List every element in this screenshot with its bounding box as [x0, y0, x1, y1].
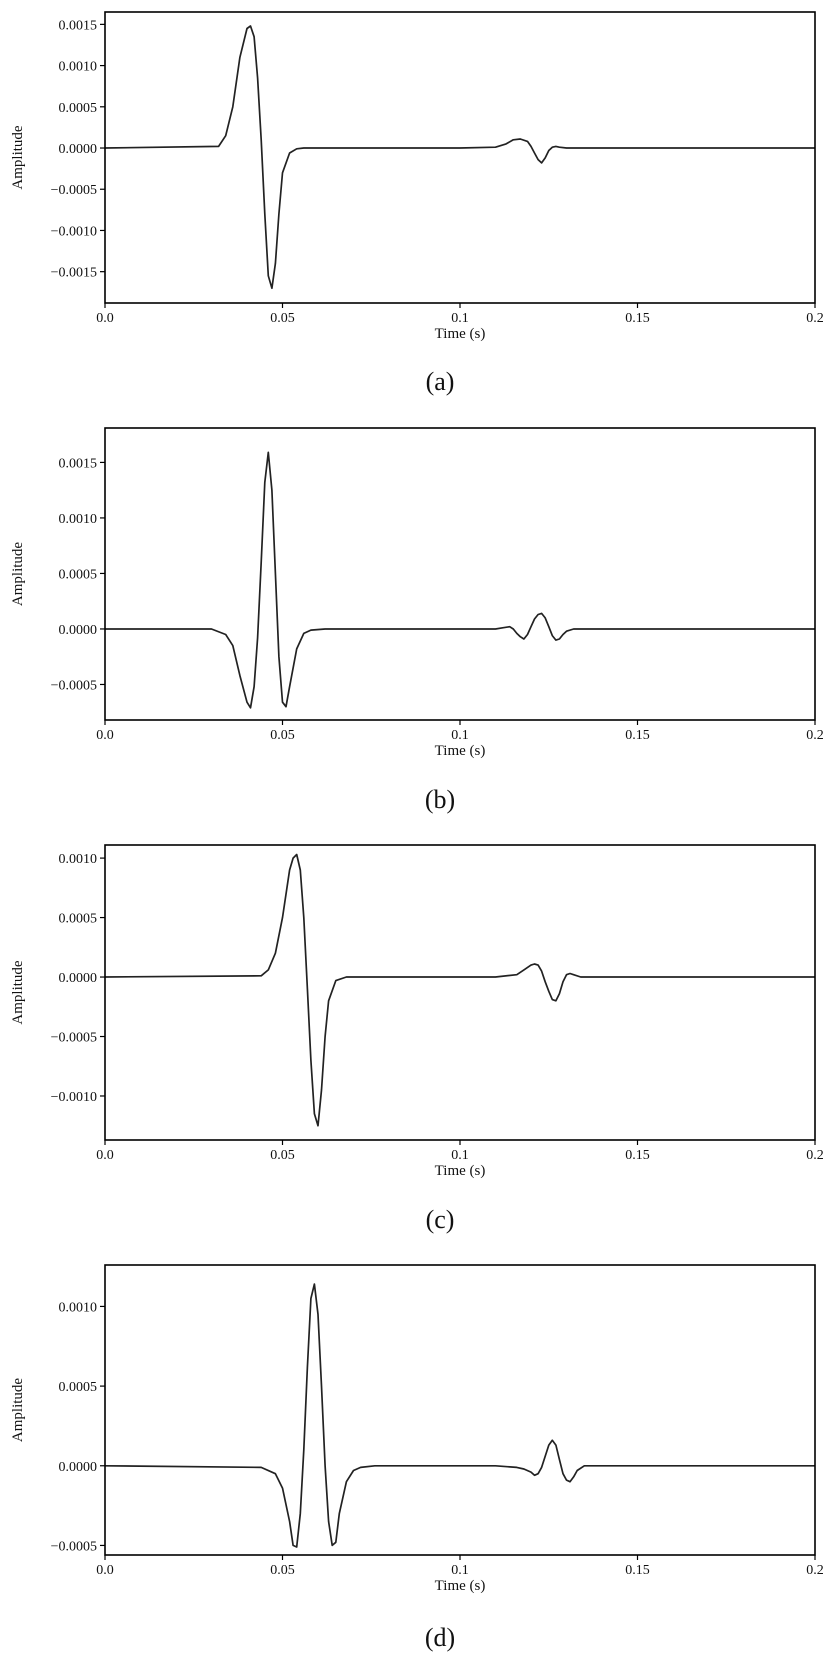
plot-frame — [104, 844, 816, 1141]
y-tick-label: 0.0000 — [59, 142, 98, 157]
panel-caption: (d) — [425, 1623, 455, 1652]
y-tick-label: 0.0010 — [59, 1300, 98, 1315]
x-tick-label: 0.0 — [96, 728, 114, 743]
y-axis-label: Amplitude — [10, 1378, 26, 1443]
panel-caption: (a) — [426, 367, 455, 396]
y-tick-label: −0.0010 — [51, 1090, 97, 1105]
y-tick-label: 0.0015 — [59, 18, 98, 33]
x-axis-label: Time (s) — [435, 743, 486, 759]
x-tick-label: 0.2 — [806, 728, 824, 743]
x-axis-label: Time (s) — [435, 1163, 486, 1179]
y-axis-label: Amplitude — [10, 542, 26, 607]
y-axis-label: Amplitude — [10, 125, 26, 190]
plot-frame — [104, 1264, 816, 1556]
x-axis-label: Time (s) — [435, 326, 486, 342]
x-tick-label: 0.15 — [625, 728, 650, 743]
x-tick-label: 0.1 — [451, 311, 469, 326]
y-tick-label: 0.0005 — [59, 567, 98, 582]
x-tick-label: 0.2 — [806, 1563, 824, 1578]
y-tick-label: 0.0005 — [59, 101, 98, 116]
y-tick-label: 0.0010 — [59, 852, 98, 867]
x-tick-label: 0.0 — [96, 1148, 114, 1163]
x-tick-label: 0.05 — [270, 1563, 295, 1578]
chart-panel-2: 0.0 0.05 0.1 0.15 0.2 0.0015 0.0010 0.0005 0.000… — [10, 427, 824, 814]
x-tick-label: 0.1 — [451, 1563, 469, 1578]
waveform-line — [105, 451, 815, 709]
x-tick-label: 0.05 — [270, 728, 295, 743]
y-tick-label: 0.0005 — [59, 912, 98, 927]
chart-panel-3: 0.0 0.05 0.1 0.15 0.2 0.0010 0.0005 0.0000 −0.00… — [10, 844, 824, 1234]
x-tick-label: 0.15 — [625, 1563, 650, 1578]
waveform-line — [104, 853, 815, 1127]
x-tick-label: 0.05 — [270, 1148, 295, 1163]
x-tick-label: 0.1 — [451, 728, 469, 743]
waveform-line — [104, 25, 815, 290]
y-tick-label: 0.0005 — [59, 1380, 98, 1395]
y-tick-label: −0.0005 — [51, 183, 97, 198]
y-axis-label: Amplitude — [10, 960, 26, 1025]
plot-frame — [104, 11, 816, 304]
x-tick-label: 0.0 — [96, 1563, 114, 1578]
x-axis-label: Time (s) — [435, 1578, 486, 1594]
panel-caption: (b) — [425, 785, 455, 814]
y-tick-label: −0.0005 — [51, 1539, 97, 1554]
y-tick-label: 0.0010 — [59, 60, 98, 75]
x-tick-label: 0.2 — [806, 1148, 824, 1163]
y-tick-label: −0.0005 — [51, 678, 97, 693]
y-tick-label: −0.0010 — [51, 224, 97, 239]
x-tick-label: 0.1 — [451, 1148, 469, 1163]
chart-panel-4: 0.0 0.05 0.1 0.15 0.2 0.0010 0.0005 0.0000 −0.00… — [10, 1264, 824, 1652]
chart-panel-1: 0.0 0.05 0.1 0.15 0.2 0.0015 0.0010 0.0005 0.000… — [10, 11, 824, 396]
y-tick-label: 0.0015 — [59, 456, 98, 471]
plot-frame — [104, 427, 816, 721]
y-tick-label: 0.0010 — [59, 512, 98, 527]
x-tick-label: 0.15 — [625, 1148, 650, 1163]
y-tick-label: −0.0005 — [51, 1031, 97, 1046]
y-tick-label: 0.0000 — [59, 971, 98, 986]
x-tick-label: 0.15 — [625, 311, 650, 326]
x-tick-label: 0.0 — [96, 311, 114, 326]
panel-caption: (c) — [426, 1205, 455, 1234]
x-tick-label: 0.2 — [806, 311, 824, 326]
y-tick-label: 0.0000 — [59, 1460, 98, 1475]
y-tick-label: −0.0015 — [51, 266, 97, 281]
x-tick-label: 0.05 — [270, 311, 295, 326]
waveform-line — [104, 1283, 815, 1548]
y-tick-label: 0.0000 — [59, 623, 98, 638]
